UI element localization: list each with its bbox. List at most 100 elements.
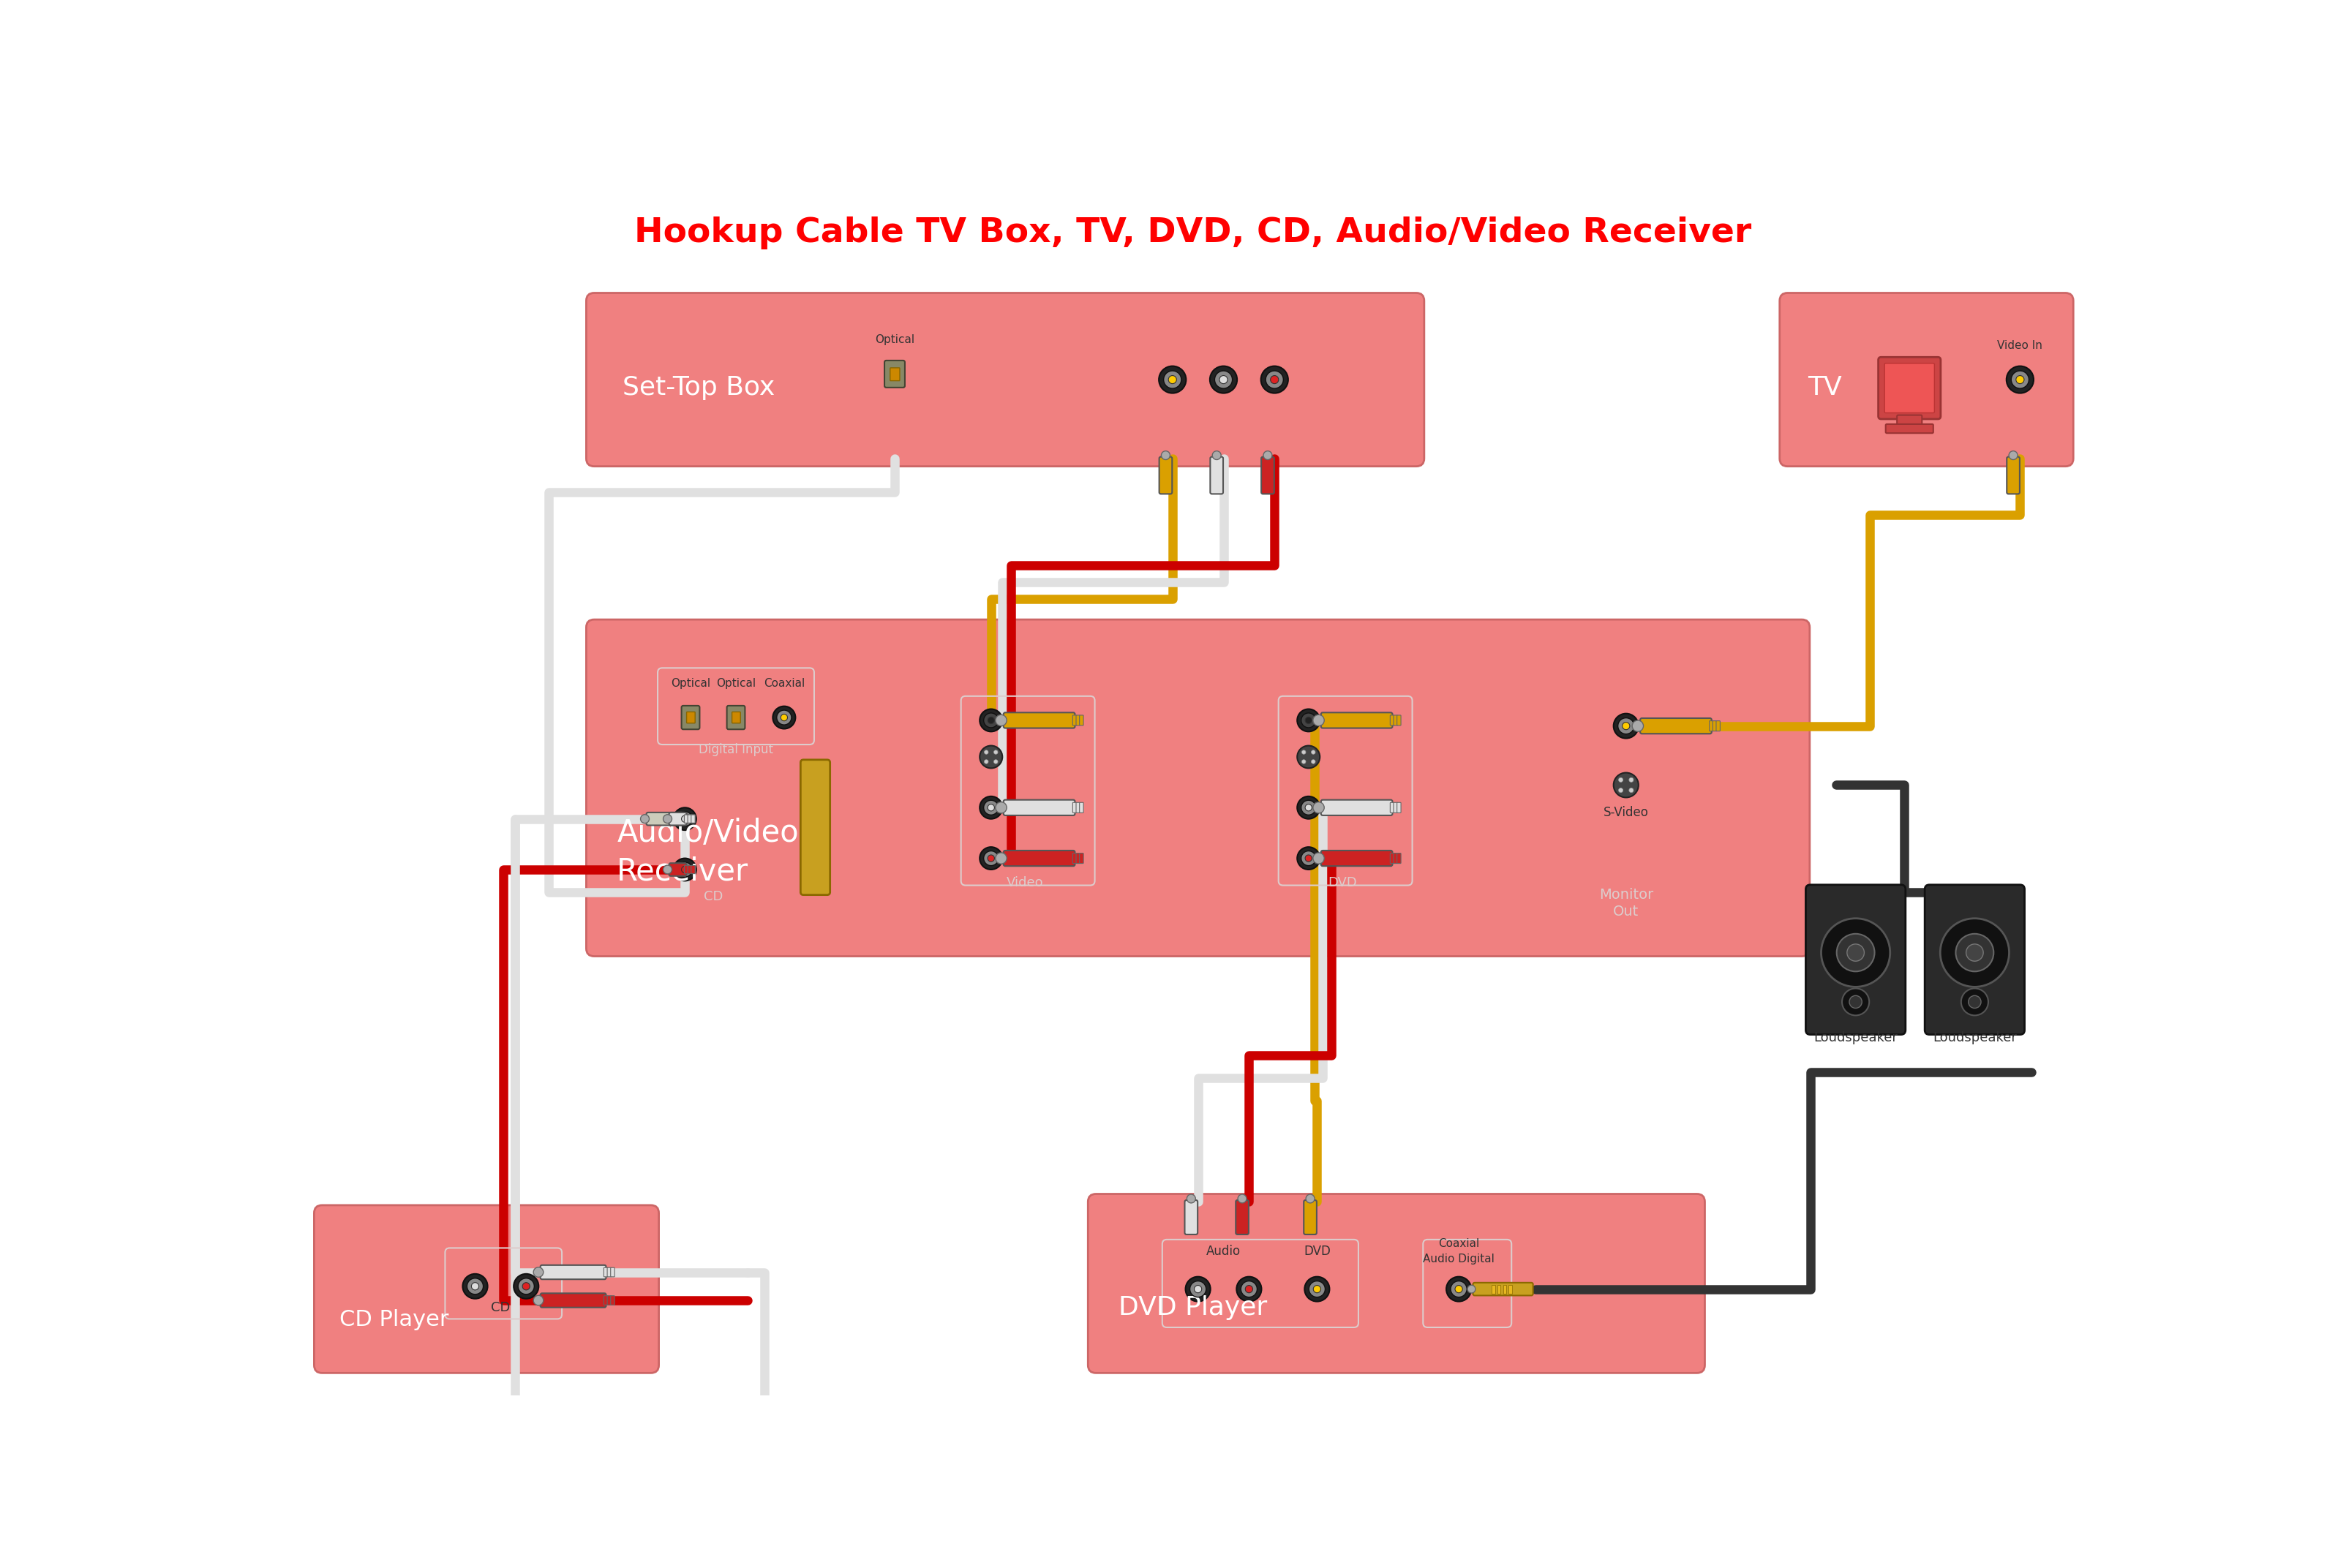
FancyBboxPatch shape [610,1267,614,1276]
FancyBboxPatch shape [684,815,689,823]
Circle shape [987,855,994,862]
Circle shape [673,858,696,881]
Circle shape [472,1283,479,1290]
FancyBboxPatch shape [1713,721,1717,731]
Circle shape [1836,935,1876,972]
Circle shape [1187,1195,1196,1203]
FancyBboxPatch shape [314,1206,659,1374]
Circle shape [1159,365,1187,394]
Circle shape [996,715,1008,726]
Text: Optical: Optical [717,677,756,688]
Circle shape [1301,713,1315,728]
FancyBboxPatch shape [682,706,700,729]
Circle shape [1219,376,1229,384]
Circle shape [1271,376,1278,384]
Bar [1503,1284,1506,1294]
Circle shape [1941,919,2008,986]
Circle shape [1301,750,1305,754]
FancyBboxPatch shape [689,866,691,873]
Text: TV: TV [1808,375,1841,400]
Circle shape [677,812,691,826]
Circle shape [994,759,998,764]
FancyBboxPatch shape [1394,715,1399,726]
Circle shape [984,851,998,866]
FancyBboxPatch shape [1885,364,1934,412]
FancyBboxPatch shape [1003,800,1075,815]
FancyBboxPatch shape [1473,1283,1533,1295]
Bar [1496,1284,1501,1294]
FancyBboxPatch shape [1394,853,1399,864]
Text: CD: CD [491,1301,510,1314]
Circle shape [1629,789,1634,792]
Circle shape [1305,804,1312,811]
Circle shape [994,750,998,754]
Circle shape [640,814,649,823]
FancyBboxPatch shape [1885,423,1934,433]
Circle shape [1184,1276,1210,1301]
FancyBboxPatch shape [733,712,740,723]
FancyBboxPatch shape [684,866,689,873]
FancyBboxPatch shape [1641,718,1713,734]
FancyBboxPatch shape [1322,800,1392,815]
FancyBboxPatch shape [1389,803,1394,812]
Circle shape [1194,1286,1201,1292]
Circle shape [1168,376,1177,384]
Circle shape [1215,372,1233,389]
FancyBboxPatch shape [686,712,696,723]
FancyBboxPatch shape [610,1295,614,1305]
FancyBboxPatch shape [1210,456,1224,494]
Circle shape [1236,1276,1261,1301]
Circle shape [987,717,994,724]
Circle shape [1613,773,1638,798]
Circle shape [1629,778,1634,782]
Circle shape [996,803,1008,814]
Circle shape [984,800,998,815]
Circle shape [1305,717,1312,724]
Circle shape [682,866,689,873]
Text: Video: Video [1008,877,1042,889]
Circle shape [1966,944,1983,961]
FancyBboxPatch shape [1924,884,2024,1035]
Circle shape [1189,1281,1205,1297]
Circle shape [1296,797,1319,818]
Text: CD: CD [703,891,724,903]
Circle shape [996,853,1008,864]
Circle shape [1296,709,1319,732]
Circle shape [1266,372,1285,389]
FancyBboxPatch shape [691,815,696,823]
Text: S-Video: S-Video [1603,806,1648,818]
Text: DVD Player: DVD Player [1119,1295,1268,1320]
Circle shape [1305,855,1312,862]
FancyBboxPatch shape [2006,456,2020,494]
Circle shape [1848,944,1864,961]
Circle shape [1622,723,1629,729]
FancyBboxPatch shape [540,1294,605,1308]
FancyBboxPatch shape [670,812,686,825]
Text: Audio Digital: Audio Digital [1424,1253,1494,1264]
Circle shape [1210,365,1238,394]
Circle shape [1240,1281,1257,1297]
FancyBboxPatch shape [1303,1200,1317,1234]
Bar [1492,1284,1494,1294]
Text: Optical: Optical [875,334,915,345]
FancyBboxPatch shape [1159,456,1173,494]
Circle shape [682,815,689,822]
FancyBboxPatch shape [586,293,1424,466]
Circle shape [1312,853,1324,864]
FancyBboxPatch shape [603,1295,607,1305]
Circle shape [1310,759,1315,764]
FancyBboxPatch shape [1073,715,1077,726]
Circle shape [1264,452,1273,459]
Circle shape [663,814,673,823]
FancyBboxPatch shape [1878,358,1941,419]
Circle shape [980,797,1003,818]
Circle shape [673,808,696,829]
Text: DVD: DVD [1329,877,1357,889]
Circle shape [2006,365,2034,394]
FancyBboxPatch shape [1075,715,1080,726]
FancyBboxPatch shape [1396,803,1401,812]
Circle shape [1301,800,1315,815]
Circle shape [1631,720,1643,732]
FancyBboxPatch shape [1394,803,1399,812]
Text: DVD: DVD [1303,1245,1331,1258]
